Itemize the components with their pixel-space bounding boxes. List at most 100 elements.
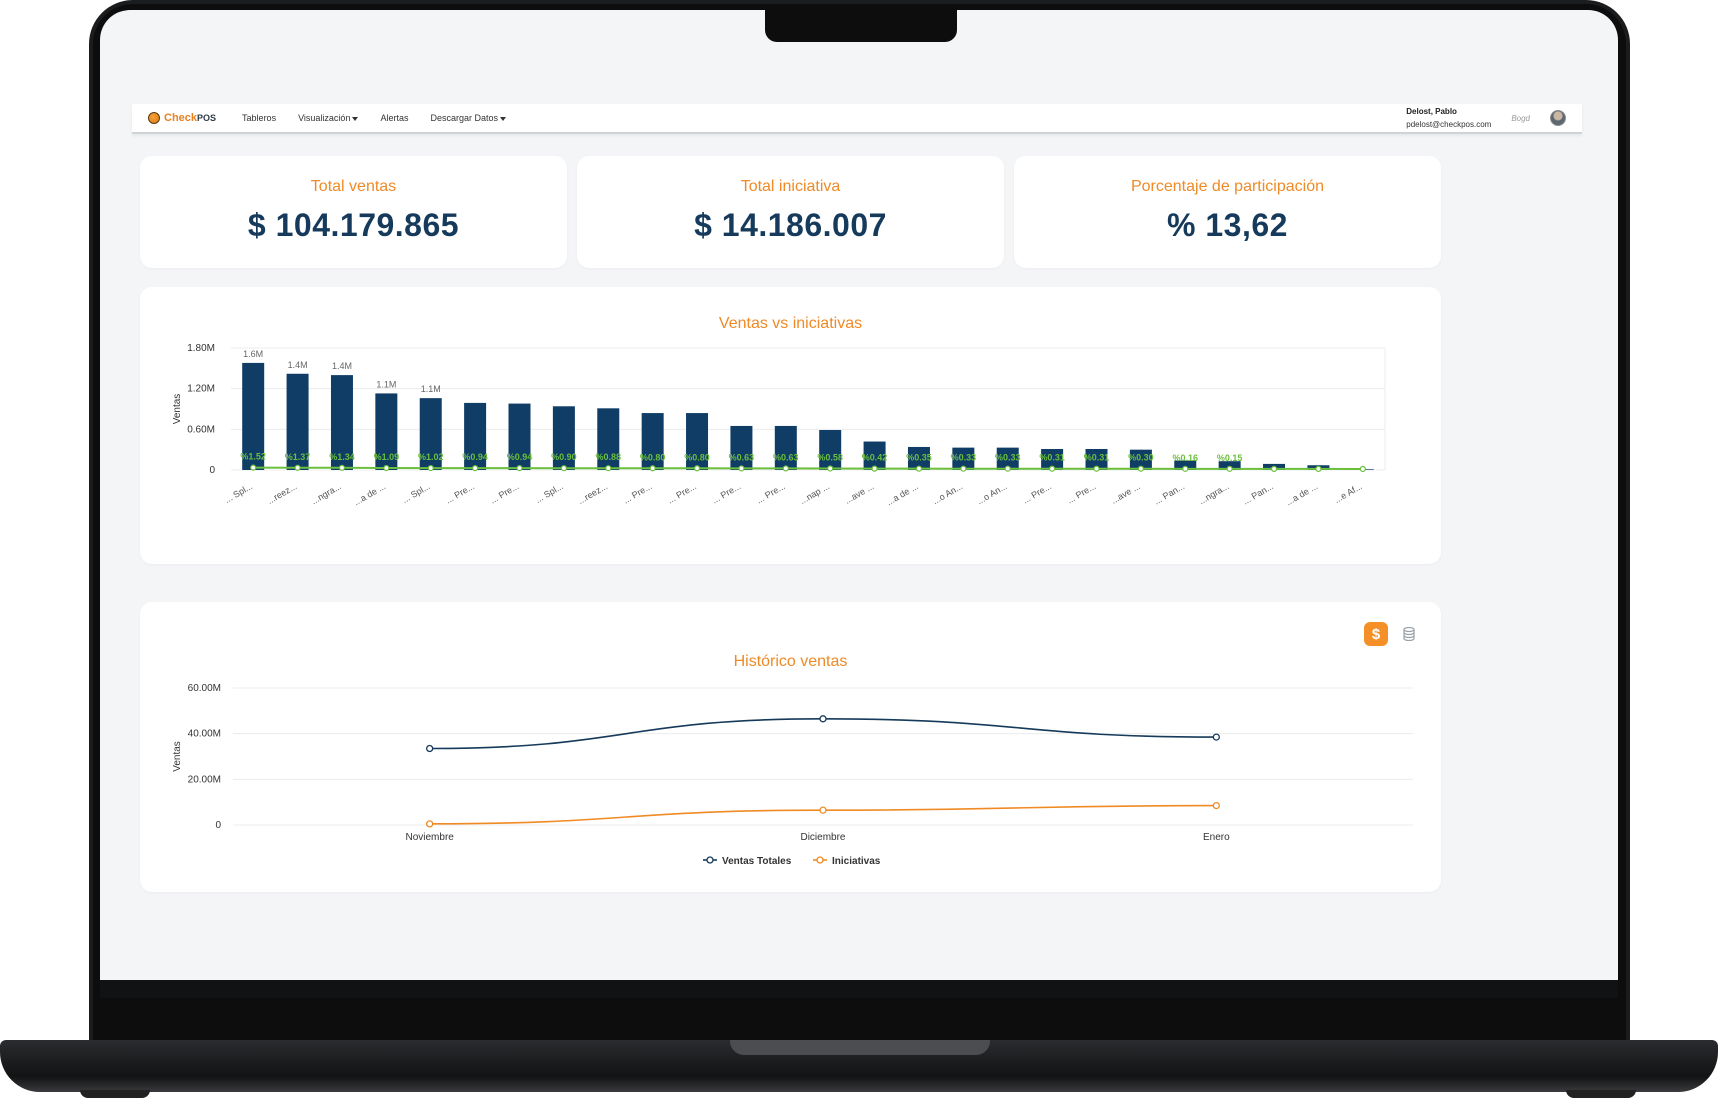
x-tick-label: ...a de ... bbox=[352, 481, 387, 507]
participation-label: %0.33 bbox=[951, 453, 977, 463]
bar bbox=[375, 393, 398, 470]
participation-point bbox=[383, 464, 390, 472]
user-info[interactable]: Delost, Pablo pdelost@checkpos.com bbox=[1406, 105, 1491, 131]
legend-label: Ventas Totales bbox=[722, 856, 792, 867]
laptop-foot bbox=[80, 1090, 150, 1098]
bar bbox=[1218, 461, 1241, 470]
x-tick-label: Enero bbox=[1203, 832, 1230, 843]
participation-label: %1.02 bbox=[418, 452, 444, 462]
bar bbox=[952, 447, 975, 470]
bar bbox=[907, 446, 930, 470]
laptop-foot bbox=[1566, 1090, 1636, 1098]
nav-item-visualizacion[interactable]: Visualización bbox=[298, 113, 359, 123]
series-point bbox=[819, 715, 827, 723]
x-tick-label: ... Pre... bbox=[666, 481, 698, 505]
avatar[interactable] bbox=[1550, 110, 1566, 126]
nav-item-alertas[interactable]: Alertas bbox=[380, 113, 409, 123]
y-tick-label: 0 bbox=[209, 465, 215, 476]
bar bbox=[552, 406, 575, 470]
y-tick-label: 0 bbox=[215, 820, 221, 831]
user-name: Delost, Pablo bbox=[1406, 107, 1457, 116]
participation-point bbox=[1270, 465, 1278, 473]
participation-point bbox=[338, 464, 346, 471]
nav-item-tableros[interactable]: Tableros bbox=[242, 113, 277, 123]
participation-label: %0.42 bbox=[862, 453, 888, 463]
participation-label: %1.52 bbox=[240, 452, 266, 462]
participation-point bbox=[1182, 465, 1189, 472]
x-tick-label: ... Pre... bbox=[621, 481, 653, 505]
series-point bbox=[426, 820, 434, 828]
series-point bbox=[1212, 733, 1220, 741]
y-tick-label: 60.00M bbox=[188, 683, 221, 694]
participation-label: %0.30 bbox=[1128, 453, 1154, 463]
bar bbox=[242, 362, 265, 470]
participation-label: %1.34 bbox=[329, 452, 355, 462]
bar-value-label: 1.4M bbox=[288, 360, 308, 370]
bar bbox=[330, 375, 353, 470]
participation-label: %0.16 bbox=[1173, 453, 1199, 463]
x-tick-label: Noviembre bbox=[405, 832, 454, 843]
legend-marker bbox=[706, 856, 714, 864]
x-tick-label: ...e Af... bbox=[1332, 481, 1363, 505]
participation-label: %0.31 bbox=[1039, 453, 1065, 463]
participation-point bbox=[427, 464, 434, 472]
y-tick-label: 40.00M bbox=[188, 729, 221, 740]
participation-label: %0.58 bbox=[817, 452, 843, 462]
x-tick-label: ... Spl... bbox=[400, 481, 431, 505]
bar bbox=[597, 408, 620, 470]
participation-point bbox=[1359, 465, 1366, 473]
top-navbar: CheckPOS Tableros Visualización Alertas … bbox=[132, 104, 1582, 134]
participation-point bbox=[605, 465, 612, 472]
caret-down-icon bbox=[352, 116, 359, 121]
participation-label: %0.94 bbox=[507, 452, 533, 462]
participation-point bbox=[782, 465, 789, 472]
participation-label: %1.09 bbox=[374, 452, 400, 462]
bar bbox=[286, 373, 309, 470]
checkpos-logo[interactable]: CheckPOS bbox=[148, 112, 216, 124]
x-tick-label: ...a de ... bbox=[885, 481, 920, 507]
participation-point bbox=[1093, 465, 1100, 472]
x-tick-label: ...o An... bbox=[931, 481, 965, 506]
bar bbox=[508, 403, 531, 470]
legend-marker bbox=[816, 856, 824, 864]
user-email: pdelost@checkpos.com bbox=[1406, 120, 1492, 129]
logo-mark-icon bbox=[148, 112, 160, 124]
currency-toggle-button[interactable]: $ bbox=[1364, 622, 1388, 646]
caret-down-icon bbox=[500, 116, 506, 121]
bar bbox=[730, 425, 753, 470]
kpi-label: Total ventas bbox=[310, 178, 397, 195]
y-axis-label: Ventas bbox=[172, 741, 183, 772]
y-axis-label: Ventas bbox=[172, 394, 183, 425]
ventas-vs-iniciativas-card: Ventas vs iniciativas 0 0.60M 1.20M 1.80M Ve… bbox=[140, 287, 1441, 564]
x-tick-label: ... Pre... bbox=[488, 481, 520, 505]
participation-point bbox=[1049, 465, 1056, 472]
bar bbox=[774, 425, 797, 470]
participation-point bbox=[472, 465, 479, 472]
bar bbox=[641, 413, 664, 470]
x-tick-label: ...ave ... bbox=[843, 481, 876, 506]
database-toggle-button[interactable] bbox=[1397, 622, 1421, 646]
nav-item-descargar-datos[interactable]: Descargar Datos bbox=[430, 113, 506, 123]
kpi-label: Total iniciativa bbox=[740, 178, 841, 195]
bar bbox=[1129, 449, 1152, 470]
participation-point bbox=[871, 465, 878, 472]
kpi-label: Porcentaje de participación bbox=[1130, 178, 1324, 195]
participation-point bbox=[516, 465, 523, 472]
x-tick-label: ... Pre... bbox=[1021, 481, 1053, 505]
y-tick-label: 1.20M bbox=[187, 384, 215, 395]
participation-point bbox=[915, 465, 923, 472]
x-tick-label: ...ngra... bbox=[1197, 481, 1231, 506]
kpi-value: $ 14.186.007 bbox=[694, 207, 887, 243]
participation-point bbox=[1004, 465, 1011, 472]
line-chart: 0 20.00M 40.00M 60.00M Ventas Noviembre Diciem… bbox=[172, 683, 1413, 867]
kpi-value: $ 104.179.865 bbox=[247, 207, 460, 243]
participation-label: %0.63 bbox=[729, 452, 755, 462]
x-tick-label: ...reez... bbox=[265, 481, 298, 506]
x-tick-label: ...ave ... bbox=[1109, 481, 1142, 506]
x-tick-label: ...nap ... bbox=[798, 481, 831, 506]
bar bbox=[419, 398, 442, 470]
x-tick-label: ... Pre... bbox=[1065, 481, 1097, 505]
bar-value-label: 1.6M bbox=[243, 349, 263, 359]
participation-point bbox=[1226, 465, 1233, 472]
